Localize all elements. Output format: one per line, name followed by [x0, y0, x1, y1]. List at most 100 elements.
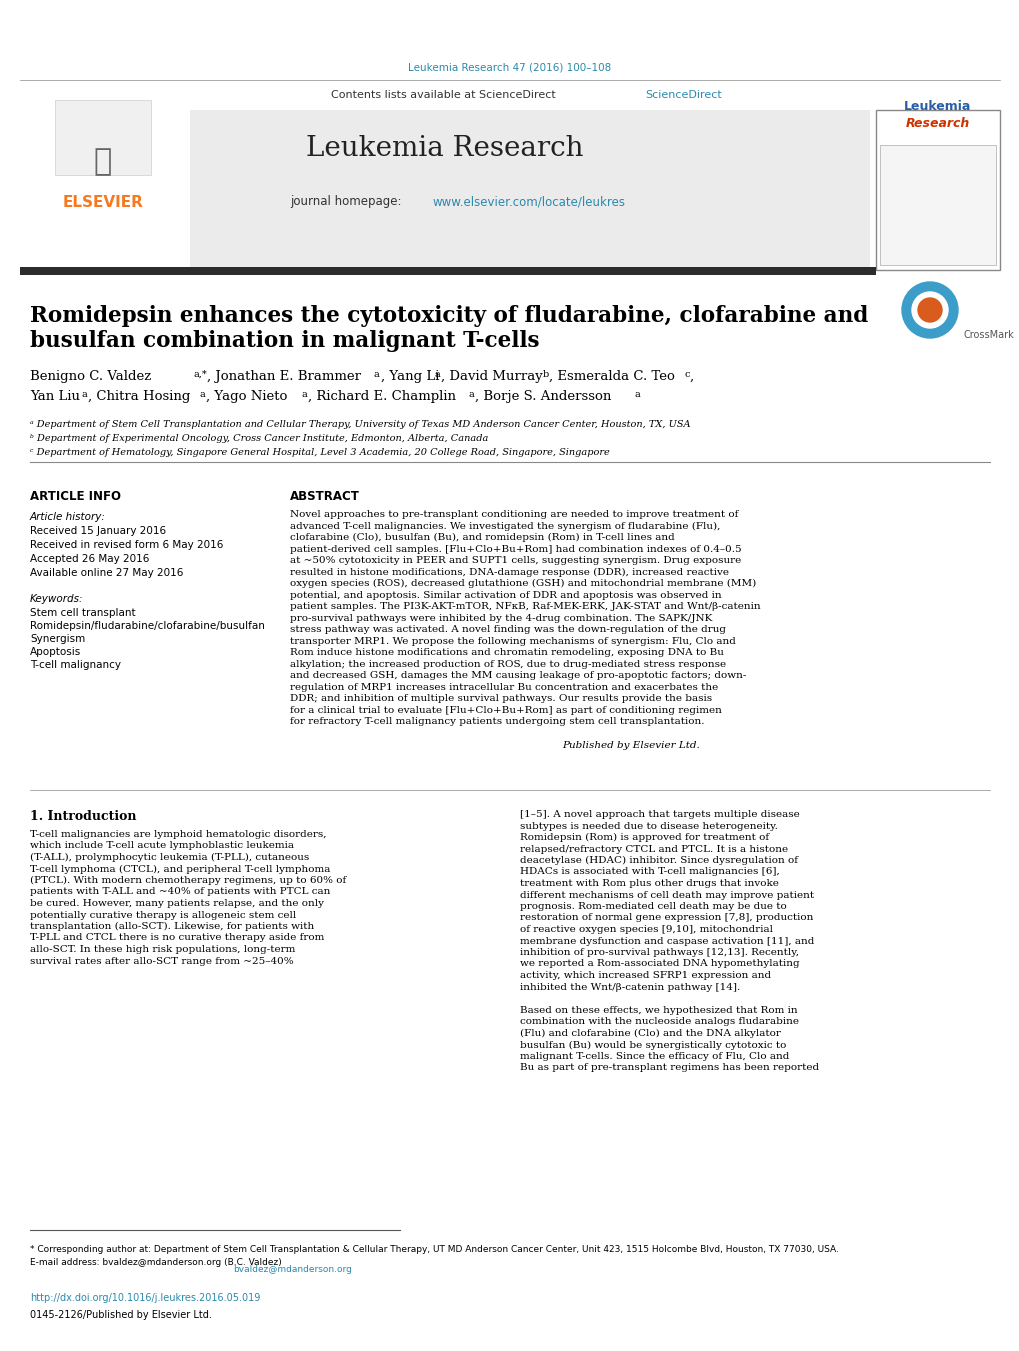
Text: Novel approaches to pre-transplant conditioning are needed to improve treatment : Novel approaches to pre-transplant condi… [289, 509, 738, 519]
Text: T-cell malignancies are lymphoid hematologic disorders,: T-cell malignancies are lymphoid hematol… [30, 830, 326, 839]
Text: ᶜ Department of Hematology, Singapore General Hospital, Level 3 Academia, 20 Col: ᶜ Department of Hematology, Singapore Ge… [30, 449, 609, 457]
Text: transporter MRP1. We propose the following mechanisms of synergism: Flu, Clo and: transporter MRP1. We propose the followi… [289, 636, 735, 646]
Text: a: a [434, 370, 440, 380]
Text: clofarabine (Clo), busulfan (Bu), and romidepsin (Rom) in T-cell lines and: clofarabine (Clo), busulfan (Bu), and ro… [289, 534, 675, 542]
Text: ,: , [689, 370, 694, 382]
Text: resulted in histone modifications, DNA-damage response (DDR), increased reactive: resulted in histone modifications, DNA-d… [289, 567, 729, 577]
Text: T-PLL and CTCL there is no curative therapy aside from: T-PLL and CTCL there is no curative ther… [30, 934, 324, 943]
Text: [1–5]. A novel approach that targets multiple disease: [1–5]. A novel approach that targets mul… [520, 811, 799, 819]
Text: T-cell malignancy: T-cell malignancy [30, 661, 121, 670]
Text: ᵃ Department of Stem Cell Transplantation and Cellular Therapy, University of Te: ᵃ Department of Stem Cell Transplantatio… [30, 420, 690, 430]
Text: alkylation; the increased production of ROS, due to drug-mediated stress respons: alkylation; the increased production of … [289, 659, 726, 669]
Text: treatment with Rom plus other drugs that invoke: treatment with Rom plus other drugs that… [520, 880, 779, 888]
Text: malignant T-cells. Since the efficacy of Flu, Clo and: malignant T-cells. Since the efficacy of… [520, 1052, 789, 1061]
Text: a: a [302, 390, 308, 399]
Text: oxygen species (ROS), decreased glutathione (GSH) and mitochondrial membrane (MM: oxygen species (ROS), decreased glutathi… [289, 580, 755, 588]
Text: activity, which increased SFRP1 expression and: activity, which increased SFRP1 expressi… [520, 971, 770, 979]
Text: (PTCL). With modern chemotherapy regimens, up to 60% of: (PTCL). With modern chemotherapy regimen… [30, 875, 345, 885]
Bar [20, 267, 875, 276]
Bar [20, 109, 869, 270]
Text: Synergism: Synergism [30, 634, 86, 644]
Text: HDACs is associated with T-cell malignancies [6],: HDACs is associated with T-cell malignan… [520, 867, 779, 877]
Text: Accepted 26 May 2016: Accepted 26 May 2016 [30, 554, 149, 563]
Text: , Chitra Hosing: , Chitra Hosing [88, 390, 191, 403]
Circle shape [911, 292, 947, 328]
Circle shape [917, 299, 942, 322]
Text: subtypes is needed due to disease heterogeneity.: subtypes is needed due to disease hetero… [520, 821, 777, 831]
Bar [875, 109, 999, 270]
Circle shape [901, 282, 957, 338]
Text: a,*: a,* [194, 370, 208, 380]
Text: http://dx.doi.org/10.1016/j.leukres.2016.05.019: http://dx.doi.org/10.1016/j.leukres.2016… [30, 1293, 260, 1302]
Text: E-mail address: bvaldez@mdanderson.org (B.C. Valdez): E-mail address: bvaldez@mdanderson.org (… [30, 1258, 281, 1267]
Text: at ~50% cytotoxicity in PEER and SUPT1 cells, suggesting synergism. Drug exposur: at ~50% cytotoxicity in PEER and SUPT1 c… [289, 557, 741, 565]
Text: a: a [200, 390, 206, 399]
Text: (Flu) and clofarabine (Clo) and the DNA alkylator: (Flu) and clofarabine (Clo) and the DNA … [520, 1029, 781, 1038]
Text: restoration of normal gene expression [7,8], production: restoration of normal gene expression [7… [520, 913, 812, 923]
Text: ARTICLE INFO: ARTICLE INFO [30, 490, 121, 503]
Text: ABSTRACT: ABSTRACT [289, 490, 360, 503]
Text: Keywords:: Keywords: [30, 594, 84, 604]
Text: and decreased GSH, damages the MM causing leakage of pro-apoptotic factors; down: and decreased GSH, damages the MM causin… [289, 671, 746, 680]
Text: for a clinical trial to evaluate [Flu+Clo+Bu+Rom] as part of conditioning regime: for a clinical trial to evaluate [Flu+Cl… [289, 705, 721, 715]
Text: Received in revised form 6 May 2016: Received in revised form 6 May 2016 [30, 540, 223, 550]
Text: advanced T-cell malignancies. We investigated the synergism of fludarabine (Flu): advanced T-cell malignancies. We investi… [289, 521, 719, 531]
Text: Yan Liu: Yan Liu [30, 390, 79, 403]
Text: a: a [374, 370, 379, 380]
Text: Benigno C. Valdez: Benigno C. Valdez [30, 370, 151, 382]
Text: Apoptosis: Apoptosis [30, 647, 82, 657]
Text: Leukemia: Leukemia [904, 100, 971, 113]
Text: 🌳: 🌳 [94, 147, 112, 176]
Text: b: b [542, 370, 548, 380]
Text: deacetylase (HDAC) inhibitor. Since dysregulation of: deacetylase (HDAC) inhibitor. Since dysr… [520, 857, 797, 865]
Text: bvaldez@mdanderson.org: bvaldez@mdanderson.org [232, 1265, 352, 1274]
Text: relapsed/refractory CTCL and PTCL. It is a histone: relapsed/refractory CTCL and PTCL. It is… [520, 844, 788, 854]
Text: T-cell lymphoma (CTCL), and peripheral T-cell lymphoma: T-cell lymphoma (CTCL), and peripheral T… [30, 865, 330, 874]
Text: www.elsevier.com/locate/leukres: www.elsevier.com/locate/leukres [433, 195, 626, 208]
Text: of reactive oxygen species [9,10], mitochondrial: of reactive oxygen species [9,10], mitoc… [520, 925, 772, 934]
Bar [55, 100, 151, 176]
Text: Bu as part of pre-transplant regimens has been reported: Bu as part of pre-transplant regimens ha… [520, 1063, 818, 1073]
Text: be cured. However, many patients relapse, and the only: be cured. However, many patients relapse… [30, 898, 324, 908]
Text: ELSEVIER: ELSEVIER [62, 195, 144, 209]
Bar [879, 145, 995, 265]
Text: transplantation (allo-SCT). Likewise, for patients with: transplantation (allo-SCT). Likewise, fo… [30, 921, 314, 931]
Text: CrossMark: CrossMark [963, 330, 1014, 340]
Text: (T-ALL), prolymphocytic leukemia (T-PLL), cutaneous: (T-ALL), prolymphocytic leukemia (T-PLL)… [30, 852, 309, 862]
Text: ᵇ Department of Experimental Oncology, Cross Cancer Institute, Edmonton, Alberta: ᵇ Department of Experimental Oncology, C… [30, 434, 488, 443]
Text: a: a [82, 390, 88, 399]
Text: allo-SCT. In these high risk populations, long-term: allo-SCT. In these high risk populations… [30, 944, 296, 954]
Text: a: a [469, 390, 474, 399]
Text: , Esmeralda C. Teo: , Esmeralda C. Teo [548, 370, 675, 382]
Text: , David Murray: , David Murray [440, 370, 542, 382]
Text: stress pathway was activated. A novel finding was the down-regulation of the dru: stress pathway was activated. A novel fi… [289, 626, 726, 634]
Text: Romidepsin (Rom) is approved for treatment of: Romidepsin (Rom) is approved for treatme… [520, 834, 768, 842]
Text: combination with the nucleoside analogs fludarabine: combination with the nucleoside analogs … [520, 1017, 798, 1027]
Text: regulation of MRP1 increases intracellular Bu concentration and exacerbates the: regulation of MRP1 increases intracellul… [289, 682, 717, 692]
Text: journal homepage:: journal homepage: [289, 195, 405, 208]
Text: Leukemia Research: Leukemia Research [306, 135, 583, 162]
Text: Article history:: Article history: [30, 512, 106, 521]
Text: busulfan (Bu) would be synergistically cytotoxic to: busulfan (Bu) would be synergistically c… [520, 1040, 786, 1050]
Text: patient samples. The PI3K-AKT-mTOR, NFκB, Raf-MEK-ERK, JAK-STAT and Wnt/β-cateni: patient samples. The PI3K-AKT-mTOR, NFκB… [289, 603, 760, 611]
Text: potentially curative therapy is allogeneic stem cell: potentially curative therapy is allogene… [30, 911, 296, 920]
Text: potential, and apoptosis. Similar activation of DDR and apoptosis was observed i: potential, and apoptosis. Similar activa… [289, 590, 720, 600]
Text: pro-survival pathways were inhibited by the 4-drug combination. The SAPK/JNK: pro-survival pathways were inhibited by … [289, 613, 711, 623]
Text: survival rates after allo-SCT range from ~25–40%: survival rates after allo-SCT range from… [30, 957, 293, 966]
Bar [20, 109, 190, 270]
Text: 1. Introduction: 1. Introduction [30, 811, 137, 823]
Text: Received 15 January 2016: Received 15 January 2016 [30, 526, 166, 536]
Text: Stem cell transplant: Stem cell transplant [30, 608, 136, 617]
Text: which include T-cell acute lymphoblastic leukemia: which include T-cell acute lymphoblastic… [30, 842, 293, 851]
Text: ScienceDirect: ScienceDirect [644, 91, 721, 100]
Text: we reported a Rom-associated DNA hypomethylating: we reported a Rom-associated DNA hypomet… [520, 959, 799, 969]
Text: for refractory T-cell malignancy patients undergoing stem cell transplantation.: for refractory T-cell malignancy patient… [289, 717, 704, 725]
Text: , Richard E. Champlin: , Richard E. Champlin [308, 390, 455, 403]
Text: , Jonathan E. Brammer: , Jonathan E. Brammer [207, 370, 361, 382]
Text: busulfan combination in malignant T-cells: busulfan combination in malignant T-cell… [30, 330, 539, 353]
Text: 0145-2126/Published by Elsevier Ltd.: 0145-2126/Published by Elsevier Ltd. [30, 1310, 212, 1320]
Text: Research: Research [905, 118, 969, 130]
Text: , Borje S. Andersson: , Borje S. Andersson [475, 390, 610, 403]
Text: inhibition of pro-survival pathways [12,13]. Recently,: inhibition of pro-survival pathways [12,… [520, 948, 798, 957]
Text: patients with T-ALL and ~40% of patients with PTCL can: patients with T-ALL and ~40% of patients… [30, 888, 330, 897]
